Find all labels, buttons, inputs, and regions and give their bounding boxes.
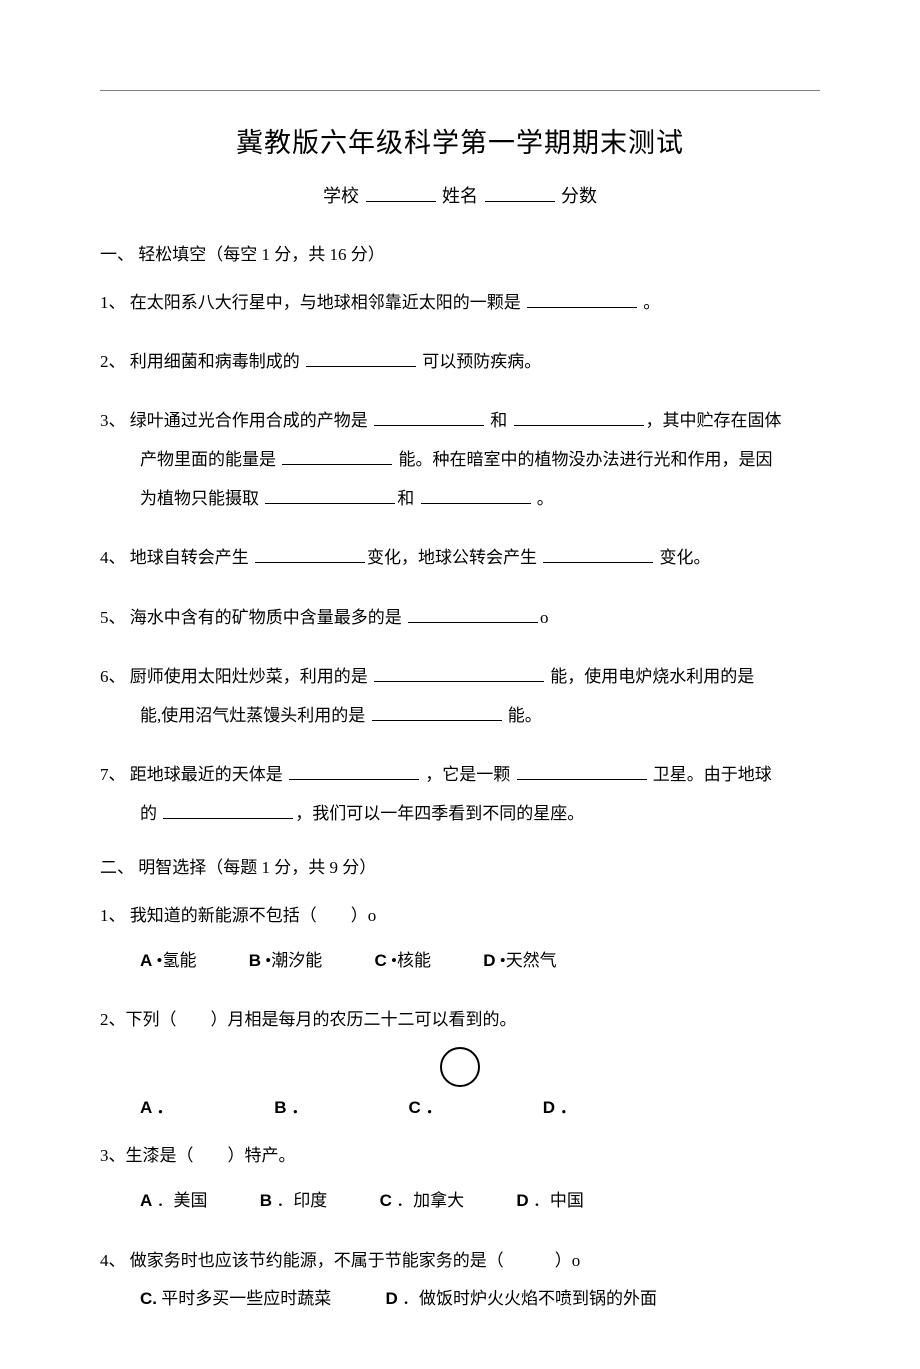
school-blank xyxy=(366,184,436,202)
q4-blank1 xyxy=(255,545,365,563)
q6-blank1 xyxy=(374,664,544,682)
s1-q3: 3、 绿叶通过光合作用合成的产物是 和 ，其中贮存在固体 产物里面的能量是 能。… xyxy=(100,401,820,518)
q3-num: 3、 xyxy=(100,411,126,430)
s2q4-opt-c: C. 平时多买一些应时蔬菜 xyxy=(140,1284,331,1309)
score-label: 分数 xyxy=(561,186,597,206)
s2q3-opt-c: C ．加拿大 xyxy=(380,1181,465,1220)
q7-num: 7、 xyxy=(100,765,126,784)
q6-num: 6、 xyxy=(100,667,126,686)
q3-blank5 xyxy=(421,486,531,504)
q5-blank xyxy=(408,605,538,623)
s2q3-options: A ．美国 B ．印度 C ．加拿大 D ．中国 xyxy=(100,1181,820,1220)
q1-text-b: 。 xyxy=(639,293,660,312)
q1-text-a: 在太阳系八大行星中，与地球相邻靠近太阳的一颗是 xyxy=(126,293,526,312)
moon-phase-row xyxy=(100,1047,820,1087)
s2q2-text: 下列（ ）月相是每月的农历二十二可以看到的。 xyxy=(126,1010,517,1029)
q7-blank1 xyxy=(289,762,419,780)
s1-q1: 1、 在太阳系八大行星中，与地球相邻靠近太阳的一颗是 。 xyxy=(100,283,820,322)
s2q3-text: 生漆是（ ）特产。 xyxy=(126,1146,296,1165)
q5-text-b: o xyxy=(540,608,549,627)
top-rule xyxy=(100,90,820,91)
q3-text-a: 绿叶通过光合作用合成的产物是 xyxy=(126,411,373,430)
s2q3-opt-a: A ．美国 xyxy=(140,1181,208,1220)
q6-blank2 xyxy=(372,703,502,721)
s2q1-options: A •氢能 B •潮汐能 C •核能 D •天然气 xyxy=(100,941,820,980)
q6-cont-a: 能,使用沼气灶蒸馒头利用的是 xyxy=(140,706,370,725)
q1-num: 1、 xyxy=(100,293,126,312)
section1-header: 一、 轻松填空（每空 1 分，共 16 分） xyxy=(100,240,820,265)
s2q4-opt-d: D ．做饭时炉火火焰不喷到锅的外面 xyxy=(386,1284,658,1309)
q4-text-b: 变化，地球公转会产生 xyxy=(367,548,541,567)
q3-cont-a: 产物里面的能量是 xyxy=(140,450,280,469)
s2q4-text: 做家务时也应该节约能源，不属于节能家务的是（ ）o xyxy=(126,1251,581,1270)
s2q1-opt-d: D •天然气 xyxy=(483,941,556,980)
s2-q3: 3、生漆是（ ）特产。 A ．美国 B ．印度 C ．加拿大 D ．中国 xyxy=(100,1136,820,1220)
name-blank xyxy=(485,184,555,202)
s1-q7: 7、 距地球最近的天体是 ，它是一颗 卫星。由于地球 的 ，我们可以一年四季看到… xyxy=(100,755,820,833)
school-label: 学校 xyxy=(323,186,359,206)
s2-q4: 4、 做家务时也应该节约能源，不属于节能家务的是（ ）o xyxy=(100,1241,820,1280)
s2q3-opt-d: D ．中国 xyxy=(516,1181,584,1220)
q3-blank4 xyxy=(265,486,395,504)
q2-text-a: 利用细菌和病毒制成的 xyxy=(126,352,305,371)
q3-cont-c: 为植物只能摄取 xyxy=(140,489,263,508)
q7-text-b: ，它是一颗 xyxy=(421,765,515,784)
s2q1-text: 我知道的新能源不包括（ ）o xyxy=(126,906,377,925)
s2q3-opt-b: B ．印度 xyxy=(260,1181,328,1220)
q2-num: 2、 xyxy=(100,352,126,371)
header-fields: 学校 姓名 分数 xyxy=(100,182,820,208)
q7-cont-a: 的 xyxy=(140,804,161,823)
s2q1-opt-b: B •潮汐能 xyxy=(249,941,322,980)
s2q1-num: 1、 xyxy=(100,906,126,925)
name-label: 姓名 xyxy=(442,186,478,206)
q5-text-a: 海水中含有的矿物质中含量最多的是 xyxy=(126,608,407,627)
q4-num: 4、 xyxy=(100,548,126,567)
s2-q1: 1、 我知道的新能源不包括（ ）o A •氢能 B •潮汐能 C •核能 D •… xyxy=(100,896,820,980)
q3-blank3 xyxy=(282,447,392,465)
s1-q4: 4、 地球自转会产生 变化，地球公转会产生 变化。 xyxy=(100,538,820,577)
q3-blank1 xyxy=(374,408,484,426)
q7-text-a: 距地球最近的天体是 xyxy=(126,765,288,784)
q2-text-b: 可以预防疾病。 xyxy=(418,352,541,371)
q7-blank3 xyxy=(163,801,293,819)
q3-text-c: ，其中贮存在固体 xyxy=(646,411,782,430)
q7-text-c: 卫星。由于地球 xyxy=(649,765,772,784)
q6-text-b: 能，使用电炉烧水利用的是 xyxy=(546,667,754,686)
q6-text-a: 厨师使用太阳灶炒菜，利用的是 xyxy=(126,667,373,686)
s2q2-opt-d: D ． xyxy=(543,1093,673,1118)
q3-cont-d: 和 xyxy=(397,489,418,508)
q7-blank2 xyxy=(517,762,647,780)
q3-blank2 xyxy=(514,408,644,426)
s2q3-num: 3、 xyxy=(100,1146,126,1165)
s2q2-opt-a: A ． xyxy=(140,1093,270,1118)
section2-header: 二、 明智选择（每题 1 分，共 9 分） xyxy=(100,853,820,878)
s1-q6: 6、 厨师使用太阳灶炒菜，利用的是 能，使用电炉烧水利用的是 能,使用沼气灶蒸馒… xyxy=(100,657,820,735)
q4-blank2 xyxy=(543,545,653,563)
s2q2-opt-b: B ． xyxy=(274,1093,404,1118)
s2q4-options: C. 平时多买一些应时蔬菜 D ．做饭时炉火火焰不喷到锅的外面 xyxy=(100,1284,820,1309)
q4-text-a: 地球自转会产生 xyxy=(126,548,254,567)
q5-num: 5、 xyxy=(100,608,126,627)
q4-text-c: 变化。 xyxy=(655,548,710,567)
document-title: 冀教版六年级科学第一学期期末测试 xyxy=(100,121,820,160)
moon-phase-icon xyxy=(440,1047,480,1087)
s2q2-opt-c: C ． xyxy=(409,1093,539,1118)
q7-cont-b: ，我们可以一年四季看到不同的星座。 xyxy=(295,804,584,823)
s2q4-num: 4、 xyxy=(100,1251,126,1270)
q6-cont-b: 能。 xyxy=(504,706,542,725)
q1-blank xyxy=(527,290,637,308)
q3-cont-b: 能。种在暗室中的植物没办法进行光和作用，是因 xyxy=(394,450,772,469)
s2q2-num: 2、 xyxy=(100,1010,126,1029)
s2-q2: 2、下列（ ）月相是每月的农历二十二可以看到的。 xyxy=(100,1000,820,1039)
q2-blank xyxy=(306,349,416,367)
q3-text-b: 和 xyxy=(486,411,512,430)
s2q1-opt-a: A •氢能 xyxy=(140,941,196,980)
s2q1-opt-c: C •核能 xyxy=(374,941,430,980)
s1-q2: 2、 利用细菌和病毒制成的 可以预防疾病。 xyxy=(100,342,820,381)
q3-cont-e: 。 xyxy=(533,489,554,508)
s1-q5: 5、 海水中含有的矿物质中含量最多的是 o xyxy=(100,598,820,637)
s2q2-options: A ． B ． C ． D ． xyxy=(100,1093,820,1118)
